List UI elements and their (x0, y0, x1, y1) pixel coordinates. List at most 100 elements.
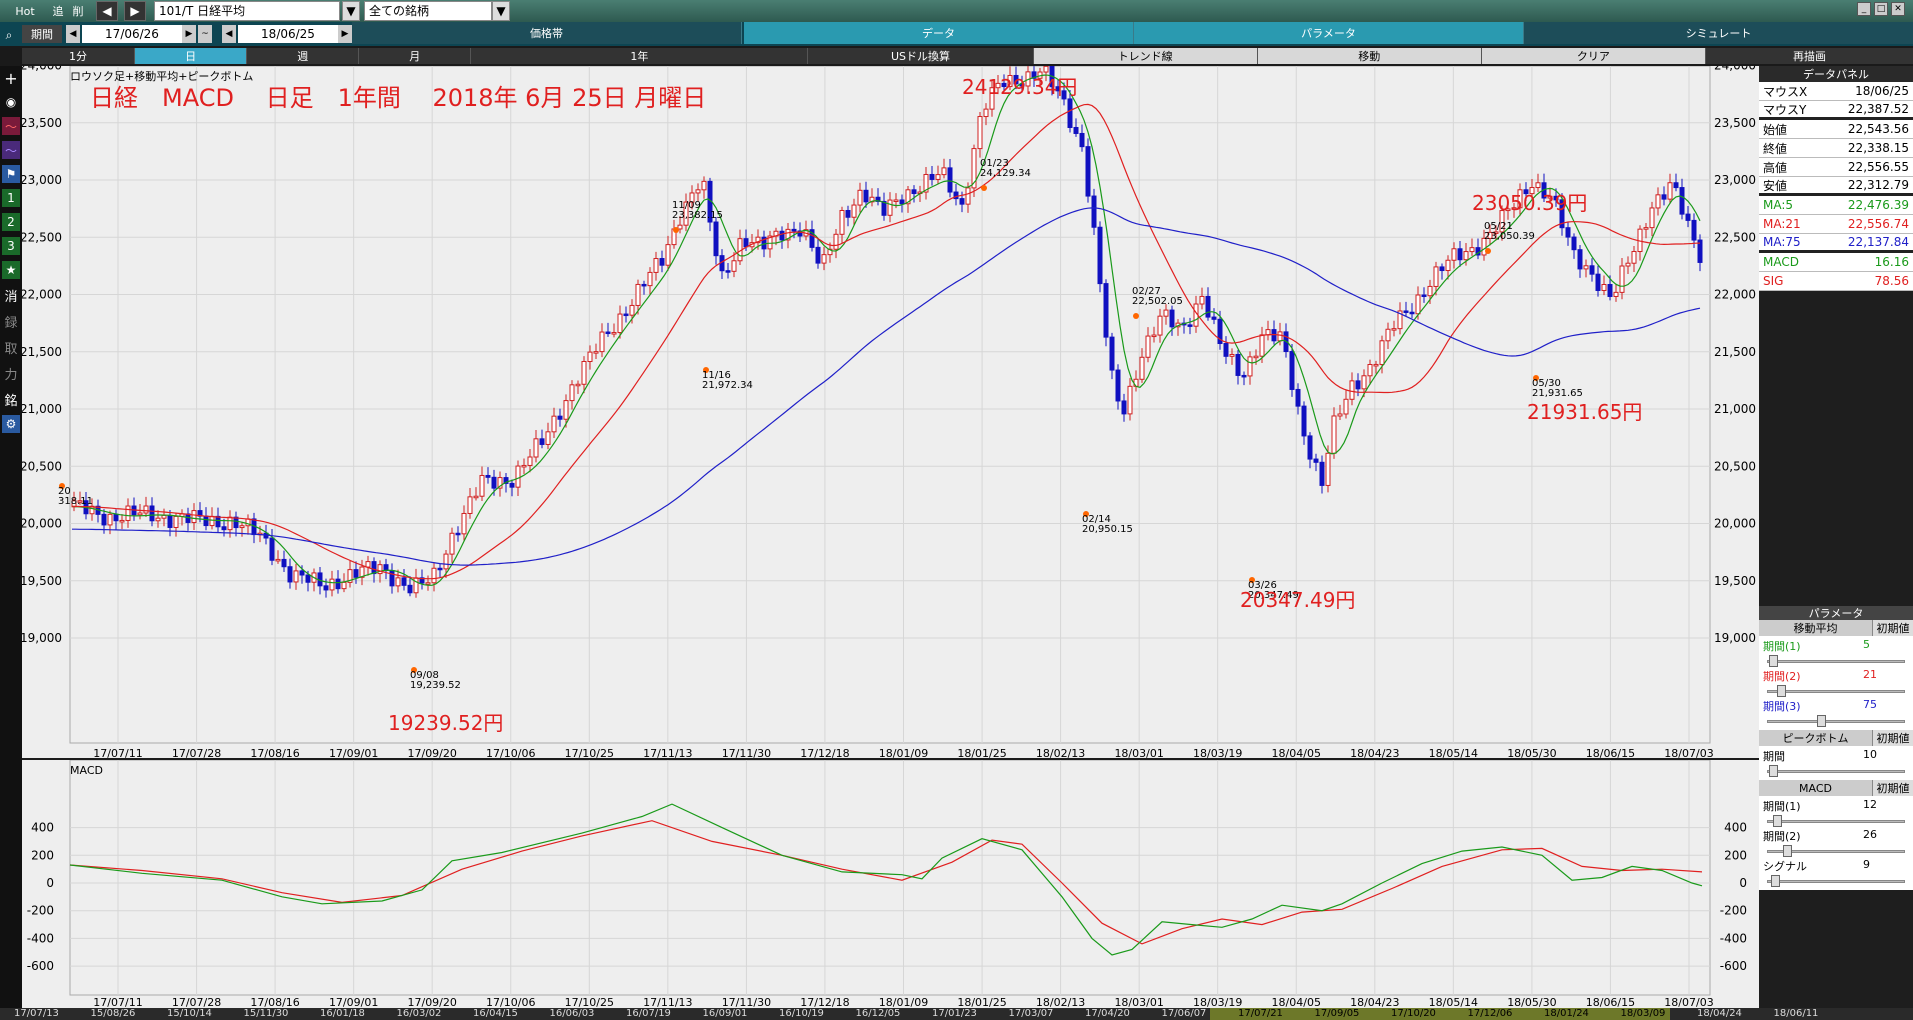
timeline-scrollbar[interactable]: 17/07/13 15/08/26 15/10/14 15/11/30 16/01/18… (0, 1008, 1913, 1020)
tool-record[interactable]: 録 (4, 315, 18, 331)
preset-2-icon[interactable]: 2 (2, 213, 20, 231)
macd-period1-slider[interactable] (1767, 820, 1905, 823)
prev-icon[interactable]: ◀ (222, 25, 236, 43)
slider-thumb[interactable] (1773, 815, 1782, 827)
macd-label: MACD (70, 764, 103, 777)
candle-body (635, 283, 641, 306)
tab-price-range[interactable]: 価格帯 (352, 22, 742, 44)
y-tick-label-left: 20,000 (22, 517, 62, 531)
clear-button[interactable]: クリア (1481, 48, 1706, 64)
pb-period-value[interactable]: 10 (1863, 748, 1877, 761)
slider-thumb[interactable] (1817, 715, 1826, 727)
candle-body (107, 513, 113, 526)
star-icon[interactable]: ★ (2, 261, 20, 279)
preset-1-icon[interactable]: 1 (2, 189, 20, 207)
back-icon[interactable]: ◀ (96, 1, 118, 21)
maximize-icon[interactable]: □ (1874, 2, 1888, 16)
candle-body (209, 515, 215, 527)
ma-period2-slider[interactable] (1767, 690, 1905, 693)
candle-body (89, 505, 95, 515)
chevron-down-icon[interactable]: ▼ (342, 1, 360, 21)
ma-period3-slider[interactable] (1767, 720, 1905, 723)
candle-body (1391, 328, 1397, 331)
crosshair-icon[interactable]: + (4, 68, 18, 88)
tf-1year-button[interactable]: 1年 (471, 48, 809, 64)
candle-body (809, 229, 815, 248)
candle-body (1331, 415, 1337, 454)
hot-button[interactable]: Hot (15, 4, 35, 18)
ma-period3-value[interactable]: 75 (1863, 698, 1877, 711)
tool-fetch[interactable]: 取 (4, 341, 18, 357)
gear-icon[interactable]: ⚙ (2, 415, 20, 433)
next-icon[interactable]: ▶ (182, 25, 196, 43)
price-annotation: 20347.49円 (1240, 588, 1355, 612)
slider-thumb[interactable] (1783, 845, 1792, 857)
tab-simulate[interactable]: シミュレート (1524, 22, 1913, 44)
macd-period1-value[interactable]: 12 (1863, 798, 1877, 811)
macd-period2-value[interactable]: 26 (1863, 828, 1877, 841)
tf-day-button[interactable]: 日 (135, 48, 248, 64)
candle-body (227, 516, 233, 531)
ma-period2-label: 期間(2) (1763, 670, 1801, 683)
redraw-button[interactable]: 再描画 (1705, 48, 1913, 64)
pb-reset-button[interactable]: 初期値 (1873, 730, 1913, 746)
prev-icon[interactable]: ◀ (66, 25, 80, 43)
tool-erase[interactable]: 消 (4, 289, 18, 305)
symbol-input[interactable]: 101/T 日経平均 (154, 1, 340, 21)
minimize-icon[interactable]: _ (1857, 2, 1871, 16)
candle-body (1493, 231, 1499, 234)
chevron-down-icon[interactable]: ▼ (492, 1, 510, 21)
tool-input[interactable]: 力 (4, 367, 18, 383)
tab-data[interactable]: データ (744, 22, 1134, 44)
close-icon[interactable]: ✕ (1891, 2, 1905, 16)
indicator-icon[interactable]: 〜 (2, 141, 20, 159)
next-icon[interactable]: ▶ (338, 25, 352, 43)
timeline-selection[interactable] (1210, 1008, 1670, 1020)
slider-thumb[interactable] (1769, 655, 1778, 667)
tf-1min-button[interactable]: 1分 (22, 48, 136, 64)
candle-body (359, 566, 365, 578)
macd-signal-value[interactable]: 9 (1863, 858, 1870, 871)
price-chart[interactable]: 24,000 24,000 23,500 23,500 23,000 23,000 22,5… (22, 66, 1759, 758)
preset-3-icon[interactable]: 3 (2, 237, 20, 255)
close-value: 22,338.15 (1847, 141, 1909, 155)
candle-body (1613, 291, 1619, 297)
ma-period1-value[interactable]: 5 (1863, 638, 1870, 651)
macd-signal-slider[interactable] (1767, 880, 1905, 883)
slider-thumb[interactable] (1769, 765, 1778, 777)
slider-thumb[interactable] (1771, 875, 1780, 887)
macd-x-tick-label: 18/01/09 (879, 996, 928, 1008)
macd-reset-button[interactable]: 初期値 (1873, 780, 1913, 796)
tab-parameters[interactable]: パラメータ (1134, 22, 1524, 44)
ma-period2-value[interactable]: 21 (1863, 668, 1877, 681)
add-button[interactable]: 追 (52, 5, 64, 18)
macd-x-tick-label: 17/07/28 (172, 996, 221, 1008)
macd-y-tick-left: 200 (31, 848, 54, 862)
search-icon[interactable]: ⌕ (5, 27, 13, 42)
trendline-button[interactable]: トレンド線 (1033, 48, 1258, 64)
move-button[interactable]: 移動 (1257, 48, 1482, 64)
tf-week-button[interactable]: 週 (247, 48, 360, 64)
to-date-input[interactable]: 18/06/25 (238, 25, 338, 43)
universe-select[interactable]: 全ての銘柄 (364, 1, 492, 21)
peak-date-label: 11/16 (702, 370, 731, 381)
slider-thumb[interactable] (1777, 685, 1786, 697)
ma-reset-button[interactable]: 初期値 (1873, 620, 1913, 636)
candle-body (1013, 74, 1019, 85)
macd-period2-slider[interactable] (1767, 850, 1905, 853)
macd-chart[interactable]: 400 400 200 200 0 0 -200 -200 -400 -400 -600 -600 17… (22, 760, 1759, 1008)
tf-month-button[interactable]: 月 (359, 48, 472, 64)
candle-body (1667, 182, 1673, 200)
line-chart-icon[interactable]: 〜 (2, 117, 20, 135)
y-tick-label-left: 19,500 (22, 574, 62, 588)
from-date-input[interactable]: 17/06/26 (82, 25, 182, 43)
delete-button[interactable]: 削 (72, 5, 84, 18)
pb-period-slider[interactable] (1767, 770, 1905, 773)
forward-icon[interactable]: ▶ (124, 1, 146, 21)
tool-symbol[interactable]: 銘 (4, 393, 18, 409)
usd-convert-button[interactable]: USドル換算 (808, 48, 1034, 64)
flag-icon[interactable]: ⚑ (2, 165, 20, 183)
peak-marker (1083, 511, 1089, 517)
ma-period1-slider[interactable] (1767, 660, 1905, 663)
camera-icon[interactable]: ◉ (5, 95, 17, 109)
